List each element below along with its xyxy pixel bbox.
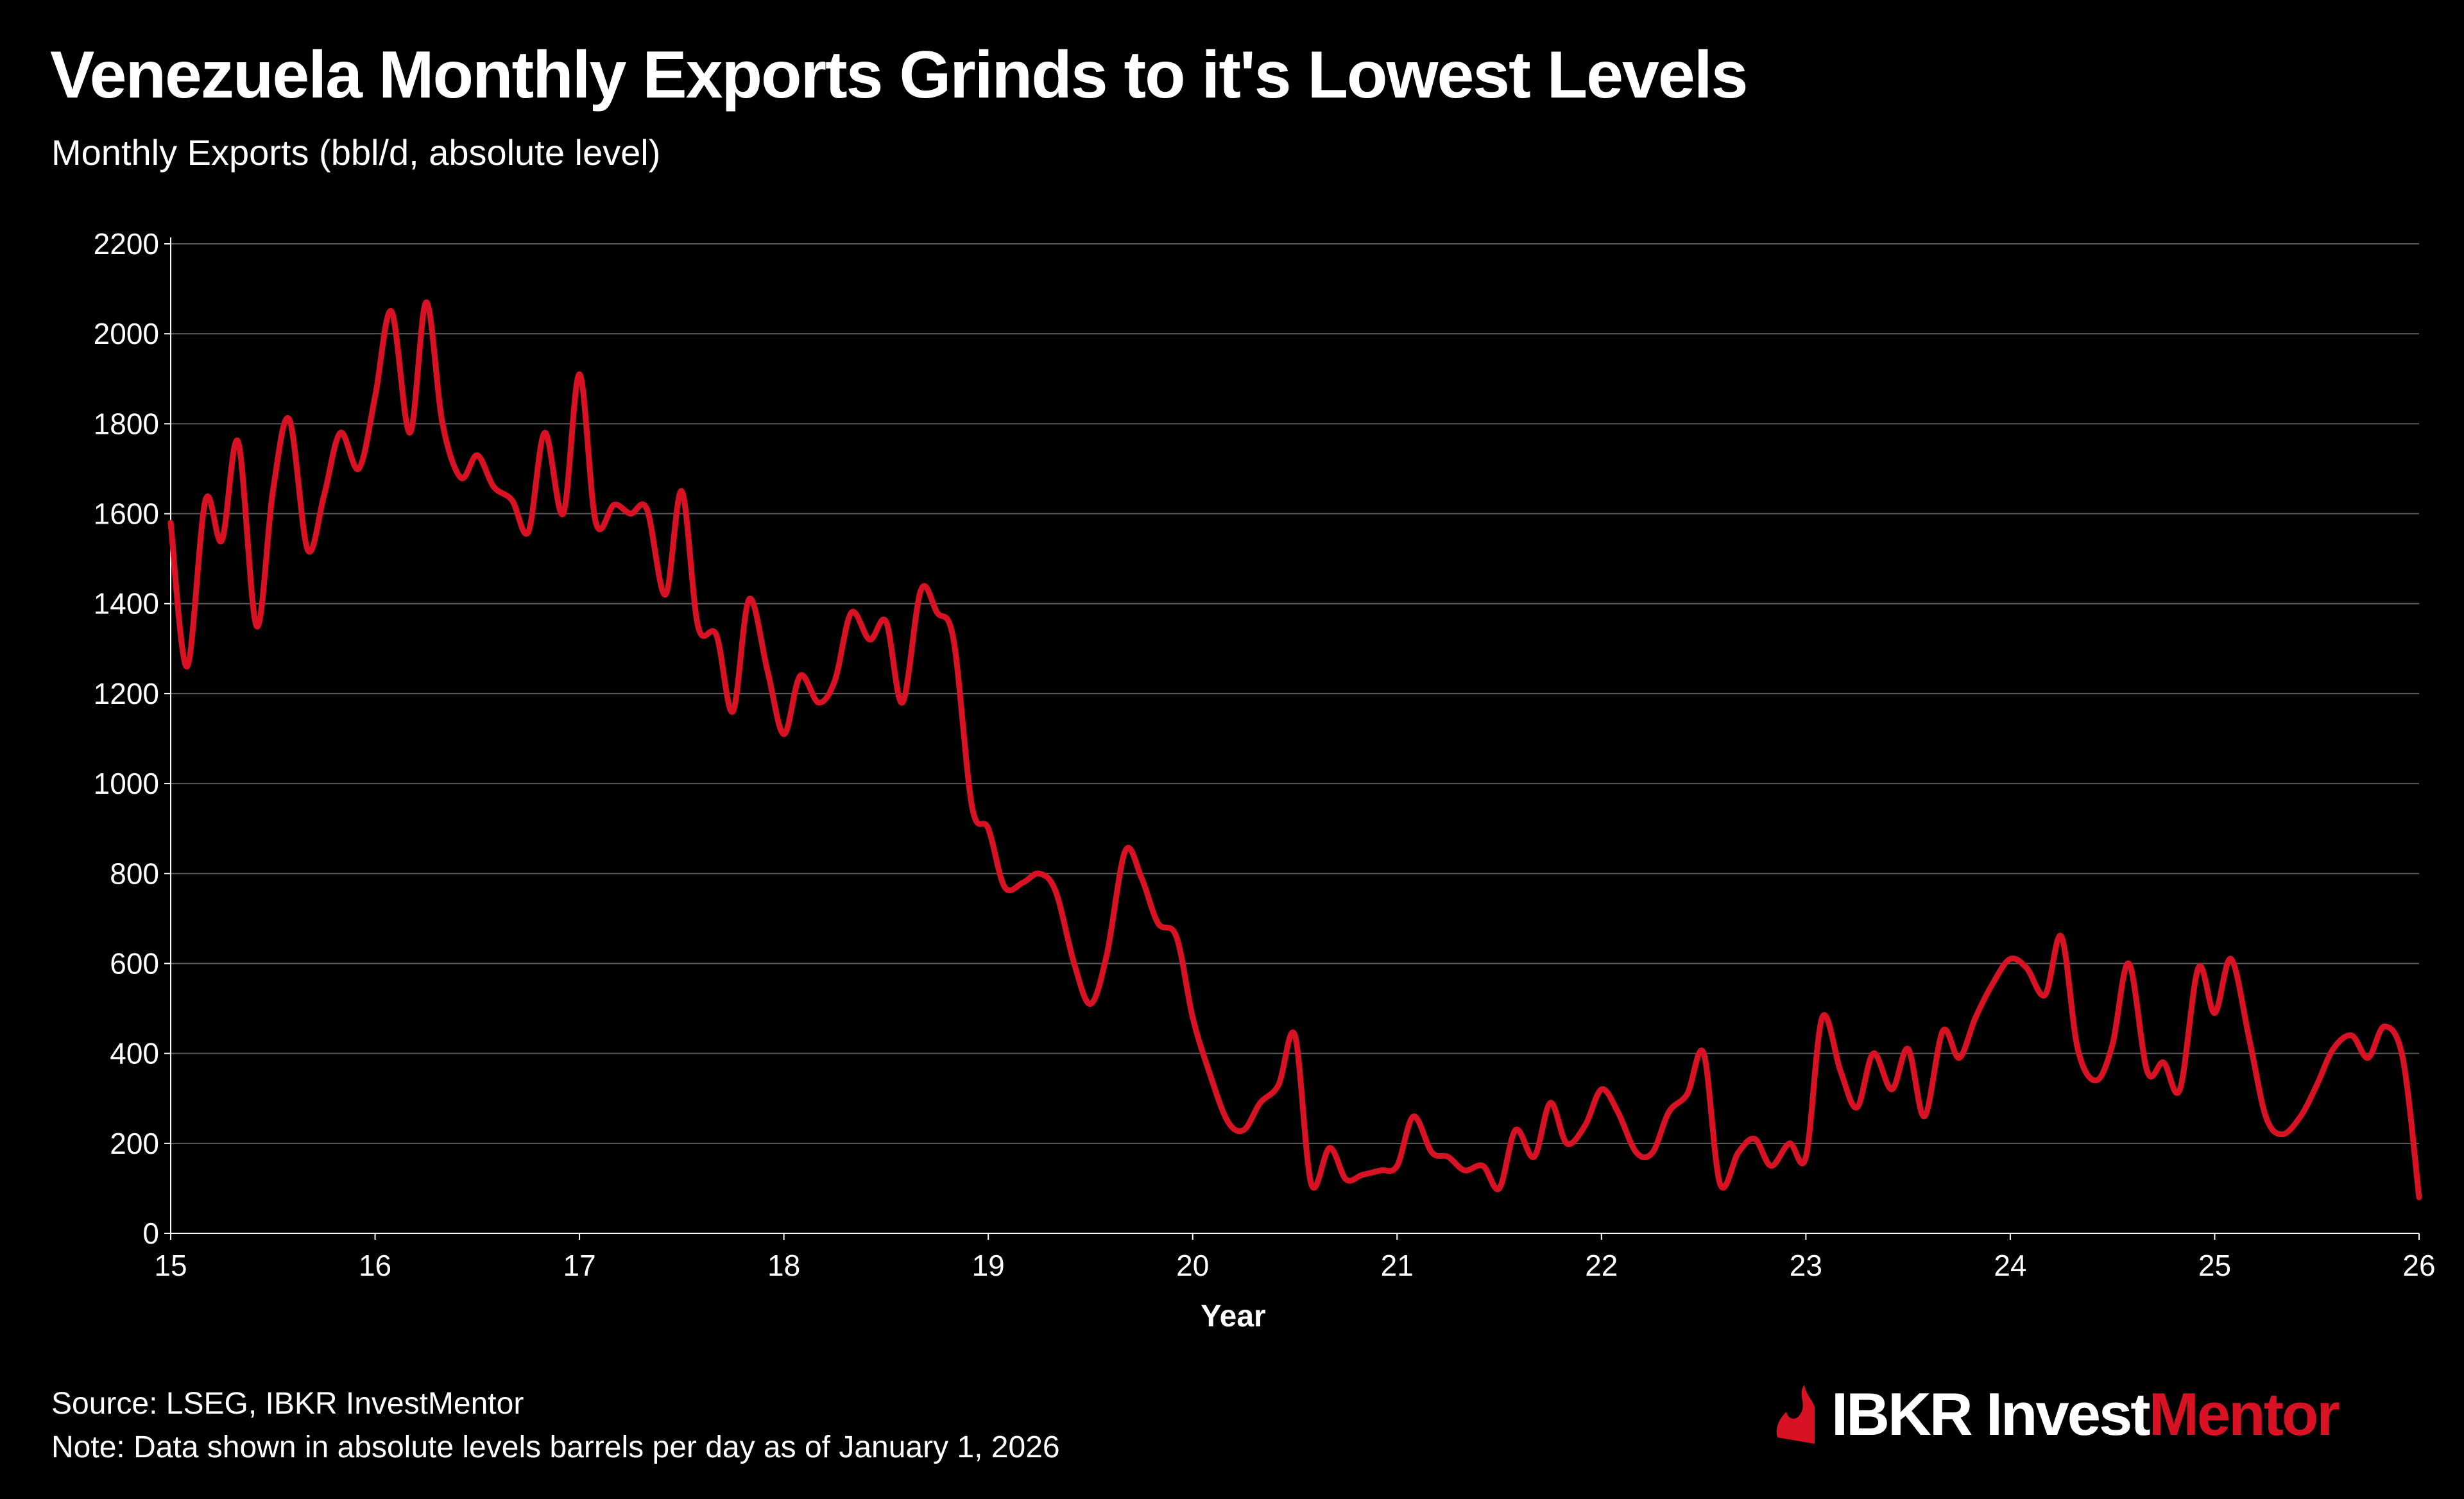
y-tick-labels: 0 200 400 600 800 1000 1200 1400 1600 1800 2000 220… [94,227,159,1250]
x-tick-label: 22 [1585,1249,1618,1282]
x-tick-label: 16 [359,1249,391,1282]
chart-title: Venezuela Monthly Exports Grinds to it's… [50,38,1748,112]
y-tick-label: 1200 [94,677,159,710]
y-tick-label: 1800 [94,407,159,440]
y-tick-label: 1600 [94,497,159,531]
logo-text-primary: IBKR Invest [1831,1380,2151,1448]
logo-text-accent: Mentor [2148,1380,2340,1448]
line-chart: 0 200 400 600 800 1000 1200 1400 1600 1800 2000 220… [94,227,2436,1333]
y-tick-label: 800 [110,857,159,890]
ibkr-flame-icon [1776,1385,1815,1444]
x-tick-label: 20 [1176,1249,1209,1282]
y-tick-label: 200 [110,1127,159,1160]
ibkr-investmentor-logo: IBKR InvestMentor [1771,1380,2340,1449]
data-note: Note: Data shown in absolute levels barr… [51,1430,1060,1464]
y-tick-label: 600 [110,947,159,980]
y-tick-label: 2200 [94,227,159,261]
series-line-0 [167,299,2422,1201]
gridlines [171,243,2419,1144]
y-tick-label: 400 [110,1037,159,1070]
x-tick-labels: 15 16 17 18 19 20 21 22 23 24 25 26 [154,1249,2435,1282]
logo-wordmark: IBKR InvestMentor [1831,1380,2340,1449]
x-tick-label: 24 [1994,1249,2026,1282]
x-axis-label: Year [1201,1299,1265,1333]
y-tick-label: 1000 [94,767,159,800]
x-tick-label: 23 [1790,1249,1822,1282]
y-tick-label: 2000 [94,317,159,350]
chart-subtitle: Monthly Exports (bbl/d, absolute level) [51,132,661,173]
x-tick-label: 21 [1381,1249,1414,1282]
x-tick-label: 18 [767,1249,800,1282]
axes [164,237,2420,1240]
x-tick-label: 26 [2402,1249,2435,1282]
y-tick-label: 1400 [94,587,159,621]
y-tick-label: 0 [142,1217,159,1250]
x-tick-label: 15 [154,1249,187,1282]
source-note: Source: LSEG, IBKR InvestMentor [51,1387,524,1421]
x-tick-label: 19 [972,1249,1005,1282]
series-layer [167,299,2422,1201]
x-tick-label: 25 [2198,1249,2231,1282]
x-tick-label: 17 [563,1249,596,1282]
